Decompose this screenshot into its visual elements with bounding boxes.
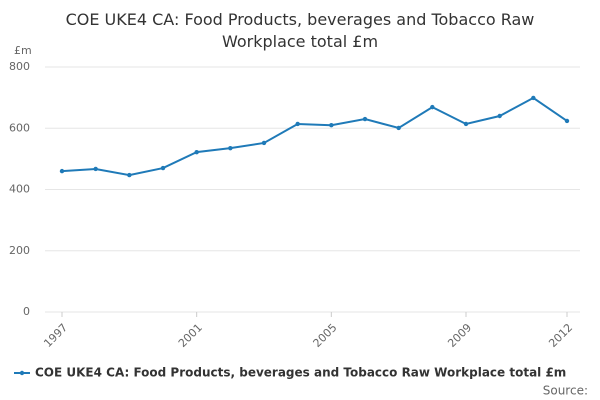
x-tick-label: 2005: [311, 321, 340, 350]
point: [497, 113, 502, 119]
point: [463, 121, 469, 127]
y-tick-label: 400: [9, 183, 30, 196]
source: Source:: [543, 384, 588, 398]
point: [93, 166, 98, 172]
x-tick-label: 1997: [41, 321, 70, 350]
series-line: [61, 96, 568, 177]
x-tick-label: 2001: [176, 321, 205, 350]
chart-title: COE UKE4 CA: Food Products, beverages an…: [66, 10, 535, 51]
point: [194, 149, 199, 155]
y-tick-label: 0: [23, 305, 30, 318]
point: [228, 145, 233, 151]
point: [295, 121, 300, 127]
point: [362, 116, 368, 122]
x-tick-label: 2012: [546, 321, 575, 350]
x-tick-label: 2009: [445, 321, 474, 350]
point: [531, 95, 536, 101]
point: [329, 122, 334, 128]
y-tick-label: 600: [9, 121, 30, 134]
point: [59, 168, 65, 174]
legend-marker: [19, 370, 25, 376]
y-tick-label: 200: [9, 244, 30, 257]
point: [430, 104, 435, 110]
point: [564, 118, 570, 124]
point: [127, 172, 132, 178]
point: [160, 165, 166, 171]
point: [396, 125, 401, 131]
legend-label: COE UKE4 CA: Food Products, beverages an…: [35, 366, 566, 380]
point: [261, 140, 267, 146]
y-unit: £m: [14, 44, 32, 57]
y-tick-label: 800: [9, 60, 30, 73]
